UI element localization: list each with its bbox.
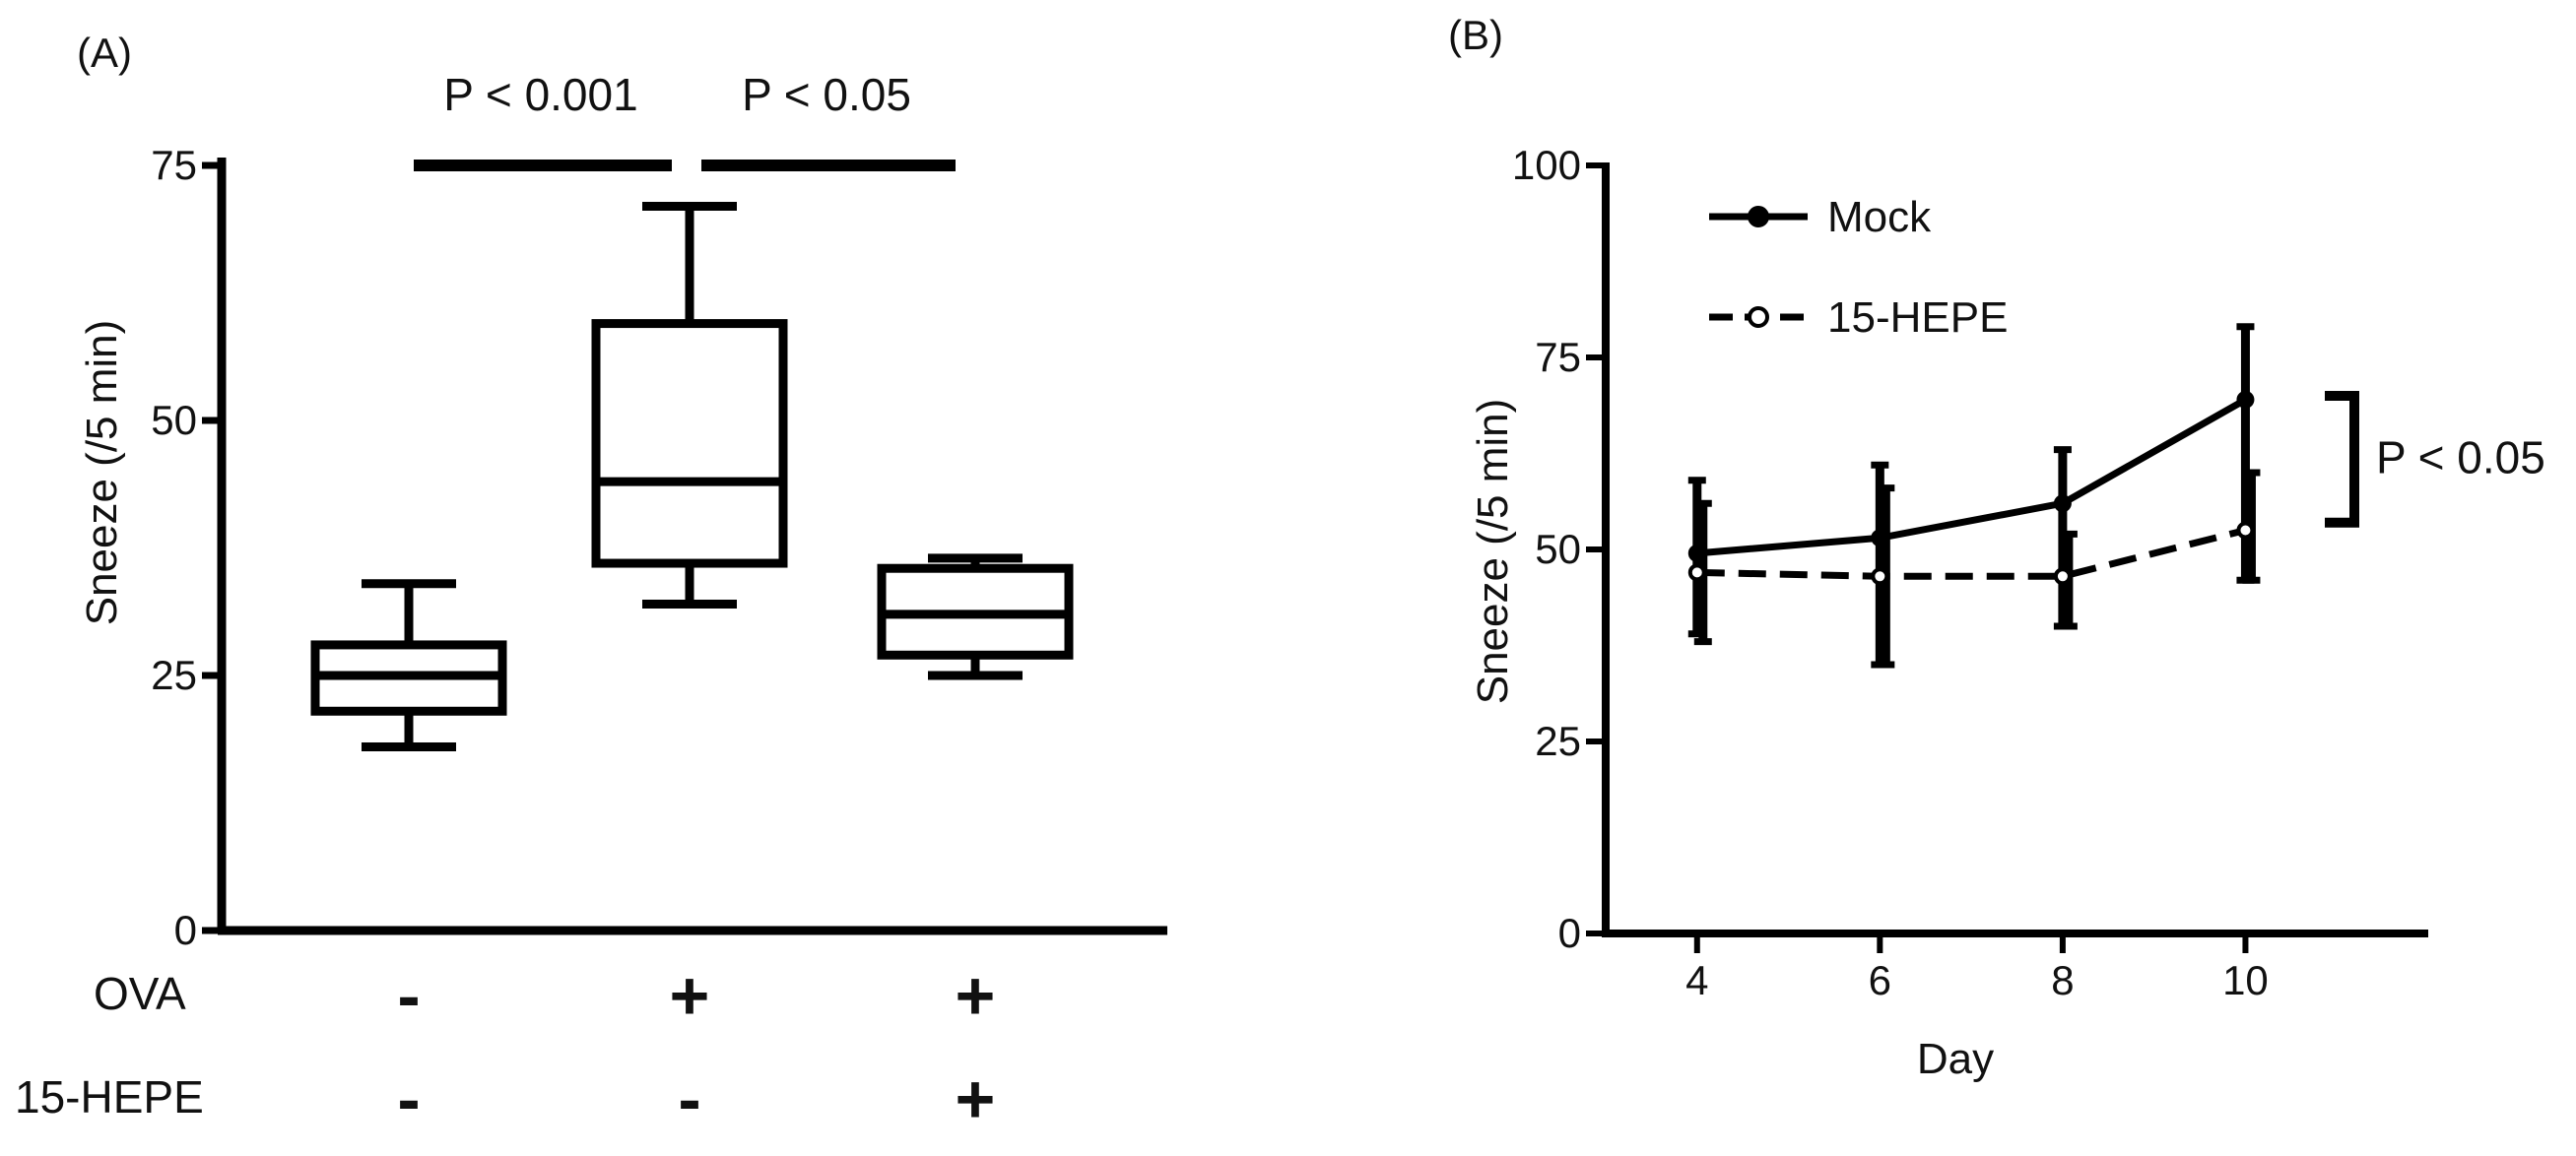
panel-b-legend: Mock 15-HEPE: [1709, 193, 2008, 342]
panel-b-y-tick-label: 25: [1535, 718, 1581, 764]
data-point: [1871, 567, 1889, 586]
data-point: [2053, 567, 2072, 586]
panel-a-comparisons: P < 0.001 P < 0.05: [414, 69, 956, 171]
panel-b-x-ticks: 4 6 8 10: [1685, 931, 2269, 1003]
box-plot-group: [310, 579, 507, 752]
panel-a-y-tick-label: 0: [174, 907, 197, 953]
factor-row-label: OVA: [94, 968, 186, 1019]
panel-a-y-axis-title: Sneeze (/5 min): [78, 320, 126, 626]
panel-a-y-tick-label: 75: [151, 142, 197, 188]
factor-sign: +: [956, 1060, 996, 1137]
panel-a-label: (A): [77, 30, 132, 76]
box: [591, 319, 788, 568]
box-plot-group: [591, 201, 788, 609]
data-point: [2053, 494, 2072, 513]
panel-b-y-tick-label: 0: [1558, 910, 1581, 956]
panel-a-y-tick-label: 25: [151, 652, 197, 698]
legend-label: 15-HEPE: [1827, 293, 2008, 342]
series-solid: [1687, 323, 2255, 669]
significance-label: P < 0.05: [742, 69, 911, 120]
factor-sign: -: [397, 1060, 420, 1137]
panel-b-y-tick-label: 100: [1512, 142, 1581, 188]
panel-b-label: (B): [1448, 12, 1503, 58]
panel-b-y-tick-label: 50: [1535, 526, 1581, 572]
factor-sign: -: [397, 957, 420, 1034]
panel-b-significance: P < 0.05: [2325, 391, 2545, 528]
data-point: [2236, 521, 2255, 540]
factor-sign: +: [956, 957, 996, 1034]
series-dashed: [1687, 469, 2261, 669]
series-line: [1696, 396, 2248, 557]
panel-b: (B) Sneeze (/5 min) Day 0 25 50 75 100 4 6 8 10…: [1448, 12, 2545, 1083]
panel-a-factor-rows: OVA - + +15-HEPE - - +: [15, 957, 995, 1137]
panel-b-y-axis-title: Sneeze (/5 min): [1469, 399, 1517, 705]
panel-b-series: [1687, 323, 2261, 669]
significance-label: P < 0.001: [443, 69, 637, 120]
panel-b-y-ticks: 0 25 50 75 100: [1512, 142, 1609, 956]
series-line: [1696, 527, 2247, 580]
panel-b-x-axis-title: Day: [1917, 1035, 1994, 1083]
legend-marker: [1748, 306, 1769, 328]
significance-bracket: [2325, 391, 2359, 528]
panel-b-y-tick-label: 75: [1535, 334, 1581, 380]
panel-b-x-tick-label: 10: [2222, 957, 2269, 1003]
factor-sign: +: [670, 957, 710, 1034]
significance-label: P < 0.05: [2376, 431, 2545, 482]
data-point: [1687, 563, 1706, 582]
data-point: [2236, 390, 2255, 409]
panel-b-x-tick-label: 6: [1869, 957, 1891, 1003]
panel-b-x-tick-label: 4: [1685, 957, 1708, 1003]
panel-a-boxes: [310, 201, 1074, 752]
legend-label: Mock: [1827, 193, 1932, 241]
panel-a-y-tick-label: 50: [151, 397, 197, 443]
panel-a-y-ticks: 0 25 50 75: [151, 142, 225, 953]
panel-b-x-tick-label: 8: [2051, 957, 2074, 1003]
factor-sign: -: [678, 1060, 700, 1137]
box-plot-group: [877, 553, 1074, 680]
factor-row-label: 15-HEPE: [15, 1071, 204, 1123]
legend-marker: [1748, 206, 1769, 227]
